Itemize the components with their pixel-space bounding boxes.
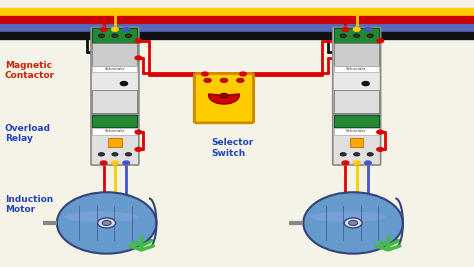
Bar — [108, 138, 122, 147]
Bar — [92, 128, 137, 135]
Bar — [92, 66, 137, 72]
Circle shape — [98, 218, 116, 228]
Circle shape — [204, 78, 211, 83]
Circle shape — [135, 147, 142, 151]
Ellipse shape — [303, 192, 403, 254]
Circle shape — [100, 28, 107, 31]
Circle shape — [112, 152, 118, 156]
FancyBboxPatch shape — [194, 73, 254, 123]
Circle shape — [342, 28, 349, 31]
FancyBboxPatch shape — [91, 27, 139, 114]
Circle shape — [120, 81, 128, 86]
Text: Selector
Switch: Selector Switch — [211, 139, 253, 158]
Circle shape — [102, 221, 111, 225]
Bar — [92, 115, 137, 127]
Circle shape — [237, 78, 244, 83]
Text: Induction
Motor: Induction Motor — [5, 195, 53, 214]
Bar — [92, 91, 137, 113]
Circle shape — [125, 34, 132, 37]
Text: Schneider: Schneider — [346, 129, 367, 133]
Circle shape — [100, 161, 107, 165]
Circle shape — [98, 34, 105, 37]
Bar — [92, 44, 137, 66]
Circle shape — [365, 161, 371, 165]
Bar — [334, 115, 379, 127]
Circle shape — [354, 34, 360, 37]
Circle shape — [353, 161, 360, 165]
Text: Schneider: Schneider — [105, 68, 125, 72]
Text: Overload
Relay: Overload Relay — [5, 124, 51, 143]
Circle shape — [98, 152, 105, 156]
Circle shape — [353, 28, 360, 31]
Circle shape — [377, 130, 383, 134]
Circle shape — [111, 28, 118, 31]
Bar — [350, 138, 364, 147]
Circle shape — [135, 130, 142, 134]
Circle shape — [125, 152, 132, 156]
FancyBboxPatch shape — [333, 27, 381, 114]
Circle shape — [123, 28, 129, 31]
Circle shape — [349, 221, 357, 225]
Circle shape — [135, 39, 142, 43]
Circle shape — [354, 152, 360, 156]
Text: Schneider: Schneider — [346, 68, 367, 72]
Circle shape — [201, 72, 208, 76]
Wedge shape — [209, 94, 239, 104]
Circle shape — [111, 161, 118, 165]
Ellipse shape — [311, 211, 385, 222]
Bar — [334, 128, 379, 135]
Text: Magnetic
Contactor: Magnetic Contactor — [5, 61, 55, 80]
Circle shape — [342, 161, 349, 165]
Circle shape — [220, 78, 228, 83]
Bar — [92, 28, 137, 44]
Bar — [334, 28, 379, 44]
FancyBboxPatch shape — [333, 114, 381, 165]
Bar — [334, 44, 379, 66]
Circle shape — [377, 39, 383, 43]
Ellipse shape — [64, 211, 139, 222]
Circle shape — [240, 72, 246, 76]
Circle shape — [340, 34, 346, 37]
Ellipse shape — [57, 192, 156, 254]
Circle shape — [377, 147, 383, 151]
Text: Schneider: Schneider — [105, 129, 125, 133]
Circle shape — [362, 81, 369, 86]
Circle shape — [344, 218, 362, 228]
Circle shape — [365, 28, 371, 31]
Bar — [334, 91, 379, 113]
Bar — [334, 66, 379, 72]
Circle shape — [367, 152, 374, 156]
Circle shape — [112, 34, 118, 37]
Circle shape — [220, 93, 228, 98]
Circle shape — [135, 56, 142, 60]
Circle shape — [123, 161, 129, 165]
FancyBboxPatch shape — [91, 114, 139, 165]
Circle shape — [367, 34, 374, 37]
Circle shape — [340, 152, 346, 156]
